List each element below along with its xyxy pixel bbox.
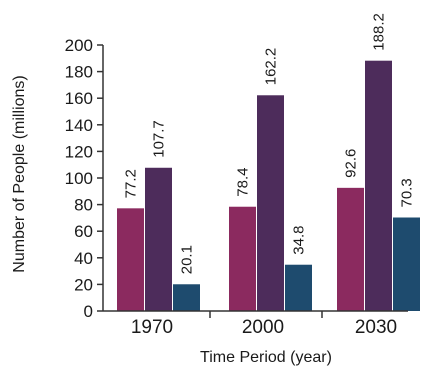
data-label: 92.6 — [343, 149, 360, 178]
bar — [393, 217, 420, 311]
x-tick-label: 2030 — [355, 317, 397, 338]
bar — [285, 264, 312, 311]
bar — [173, 284, 200, 311]
y-tick-label: 40 — [74, 249, 93, 268]
x-tick-label: 2000 — [242, 317, 284, 338]
y-tick-label: 200 — [65, 36, 93, 55]
data-label: 77.2 — [123, 169, 140, 198]
y-axis-title: Number of People (millions) — [11, 75, 28, 272]
y-tick-label: 140 — [65, 116, 93, 135]
y-tick-label: 60 — [74, 222, 93, 241]
data-label: 20.1 — [179, 245, 196, 274]
data-labels-group: 77.2 107.7 20.1 78.4 162.2 34.8 92.6 188.2 70.3 — [123, 13, 416, 274]
y-tick-label: 100 — [65, 169, 93, 188]
data-label: 70.3 — [399, 178, 416, 207]
x-ticks-group: 1970 2000 2030 — [131, 311, 397, 338]
y-tick-label: 0 — [84, 302, 93, 321]
bar — [145, 167, 172, 311]
data-label: 107.7 — [151, 120, 168, 158]
data-label: 162.2 — [263, 48, 280, 86]
data-label: 188.2 — [371, 13, 388, 51]
y-tick-label: 160 — [65, 89, 93, 108]
y-tick-label: 120 — [65, 142, 93, 161]
y-tick-label: 20 — [74, 275, 93, 294]
bar — [337, 187, 364, 311]
y-tick-label: 180 — [65, 63, 93, 82]
data-label: 34.8 — [291, 226, 308, 255]
y-tick-label: 80 — [74, 196, 93, 215]
data-label: 78.4 — [235, 168, 252, 197]
bar — [365, 60, 392, 311]
bars-group — [117, 60, 420, 311]
bar — [229, 206, 256, 311]
y-ticks-group: 0 20 40 60 80 100 120 140 160 180 200 — [65, 36, 103, 321]
bar — [117, 208, 144, 311]
x-tick-label: 1970 — [131, 317, 173, 338]
x-axis-title: Time Period (year) — [200, 349, 332, 366]
bar — [257, 95, 284, 311]
